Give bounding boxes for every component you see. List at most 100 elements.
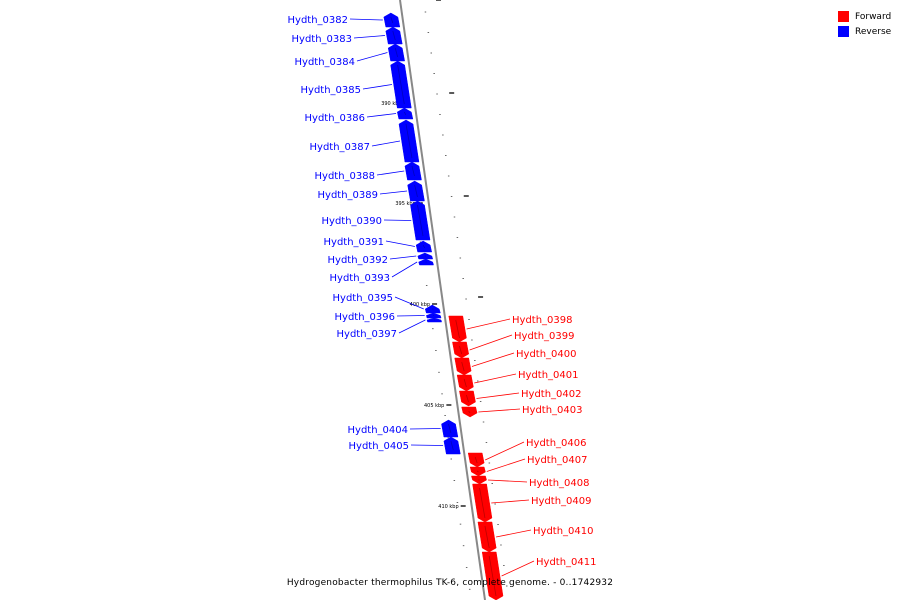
gene-arrow[interactable]: [456, 374, 474, 392]
gene-label[interactable]: Hydth_0395: [333, 293, 394, 304]
gene-arrow[interactable]: [426, 317, 442, 323]
gene-hydth-0393[interactable]: Hydth_0393: [330, 258, 434, 284]
gene-label[interactable]: Hydth_0401: [518, 370, 579, 381]
gene-leader-line: [410, 444, 444, 446]
gene-label[interactable]: Hydth_0385: [301, 85, 362, 96]
gene-label[interactable]: Hydth_0396: [335, 312, 396, 323]
gene-arrow-ridge: [422, 244, 426, 249]
gene-arrow[interactable]: [472, 483, 493, 523]
gene-arrow[interactable]: [397, 107, 414, 120]
gene-label[interactable]: Hydth_0391: [324, 237, 385, 248]
gene-leader-line: [389, 255, 417, 260]
gene-hydth-0386[interactable]: Hydth_0386: [305, 107, 414, 124]
gene-leader-line: [487, 479, 528, 483]
gene-arrow[interactable]: [477, 521, 497, 553]
gene-arrow[interactable]: [454, 357, 472, 376]
gene-hydth-0406[interactable]: Hydth_0406: [467, 438, 587, 468]
gene-hydth-0396[interactable]: Hydth_0396: [335, 312, 442, 323]
gene-label[interactable]: Hydth_0397: [337, 329, 398, 340]
gene-label[interactable]: Hydth_0387: [310, 142, 371, 153]
gene-label[interactable]: Hydth_0407: [527, 455, 588, 466]
gene-leader-line: [469, 334, 513, 351]
gene-arrow-ridge: [463, 378, 467, 388]
gene-label[interactable]: Hydth_0389: [318, 190, 379, 201]
gene-hydth-0407[interactable]: Hydth_0407: [469, 455, 588, 477]
gene-label[interactable]: Hydth_0410: [533, 526, 594, 537]
gene-hydth-0408[interactable]: Hydth_0408: [471, 475, 590, 489]
gene-hydth-0389[interactable]: Hydth_0389: [318, 180, 425, 202]
gene-label[interactable]: Hydth_0403: [522, 405, 583, 416]
gene-hydth-0411[interactable]: Hydth_0411: [481, 551, 597, 601]
gene-arrow[interactable]: [443, 436, 461, 455]
gene-arrow[interactable]: [404, 161, 422, 181]
gene-label[interactable]: Hydth_0402: [521, 389, 582, 400]
gene-arrow[interactable]: [459, 390, 476, 407]
gene-label[interactable]: Hydth_0392: [328, 255, 389, 266]
gene-arrow[interactable]: [410, 200, 431, 241]
gene-leader-line: [491, 499, 530, 504]
gene-hydth-0384[interactable]: Hydth_0384: [295, 43, 405, 68]
legend-forward: Forward: [838, 9, 891, 24]
legend-reverse-label: Reverse: [855, 26, 892, 37]
gene-label[interactable]: Hydth_0384: [295, 57, 356, 68]
gene-hydth-0409[interactable]: Hydth_0409: [472, 483, 592, 523]
reverse-swatch: [838, 26, 849, 37]
gene-arrow[interactable]: [471, 475, 487, 485]
gene-arrow[interactable]: [452, 341, 469, 359]
gene-arrow-ridge: [417, 204, 424, 237]
gene-hydth-0405[interactable]: Hydth_0405: [349, 436, 461, 455]
gene-hydth-0404[interactable]: Hydth_0404: [348, 419, 459, 438]
gene-leader-line: [383, 219, 412, 221]
gene-hydth-0402[interactable]: Hydth_0402: [459, 389, 582, 407]
kbp-tick-label: 395 kbp: [395, 201, 415, 207]
gene-label[interactable]: Hydth_0409: [531, 496, 592, 507]
gene-label[interactable]: Hydth_0398: [512, 315, 573, 326]
gene-arrow-ridge: [474, 456, 478, 464]
gene-hydth-0390[interactable]: Hydth_0390: [322, 200, 431, 241]
gene-label[interactable]: Hydth_0411: [536, 557, 597, 568]
gene-hydth-0401[interactable]: Hydth_0401: [456, 370, 579, 392]
gene-label[interactable]: Hydth_0383: [292, 34, 353, 45]
gene-arrow[interactable]: [415, 240, 433, 253]
gene-arrow-ridge: [414, 184, 418, 198]
gene-hydth-0398[interactable]: Hydth_0398: [448, 315, 573, 343]
gene-hydth-0388[interactable]: Hydth_0388: [315, 161, 422, 182]
gene-hydth-0399[interactable]: Hydth_0399: [452, 331, 575, 359]
gene-arrow[interactable]: [469, 466, 486, 477]
gene-leader-line: [366, 113, 397, 118]
gene-hydth-0397[interactable]: Hydth_0397: [337, 317, 442, 340]
gene-leader-line: [385, 240, 415, 247]
gene-label[interactable]: Hydth_0405: [349, 441, 410, 452]
gene-arrow-ridge: [488, 555, 497, 597]
gene-label[interactable]: Hydth_0382: [288, 15, 349, 26]
gene-leader-line: [362, 84, 393, 90]
gene-arrow[interactable]: [418, 258, 434, 266]
gene-label[interactable]: Hydth_0404: [348, 425, 409, 436]
gene-label[interactable]: Hydth_0399: [514, 331, 575, 342]
gene-hydth-0410[interactable]: Hydth_0410: [477, 521, 594, 553]
gene-label[interactable]: Hydth_0408: [529, 478, 590, 489]
gene-arrow-ridge: [397, 64, 405, 105]
gene-hydth-0383[interactable]: Hydth_0383: [292, 26, 403, 45]
gene-arrow[interactable]: [461, 406, 478, 418]
gene-hydth-0403[interactable]: Hydth_0403: [461, 405, 583, 418]
gene-arrow[interactable]: [448, 315, 467, 343]
legend-forward-label: Forward: [855, 11, 892, 22]
gene-label[interactable]: Hydth_0406: [526, 438, 587, 449]
gene-hydth-0382[interactable]: Hydth_0382: [288, 12, 401, 28]
gene-hydth-0392[interactable]: Hydth_0392: [328, 252, 434, 266]
gene-hydth-0391[interactable]: Hydth_0391: [324, 237, 433, 253]
gene-label[interactable]: Hydth_0386: [305, 113, 366, 124]
gene-label[interactable]: Hydth_0388: [315, 171, 376, 182]
gene-arrow[interactable]: [481, 551, 504, 601]
legend: Forward Reverse: [838, 9, 891, 39]
gene-leader-line: [353, 35, 386, 39]
gene-leader-line: [478, 408, 521, 413]
gene-arrow[interactable]: [467, 452, 485, 468]
gene-hydth-0387[interactable]: Hydth_0387: [310, 119, 420, 163]
gene-label[interactable]: Hydth_0393: [330, 273, 391, 284]
gene-arrow-ridge: [411, 165, 415, 177]
gene-label[interactable]: Hydth_0400: [516, 349, 577, 360]
gene-label[interactable]: Hydth_0390: [322, 216, 383, 227]
gene-hydth-0400[interactable]: Hydth_0400: [454, 349, 577, 376]
